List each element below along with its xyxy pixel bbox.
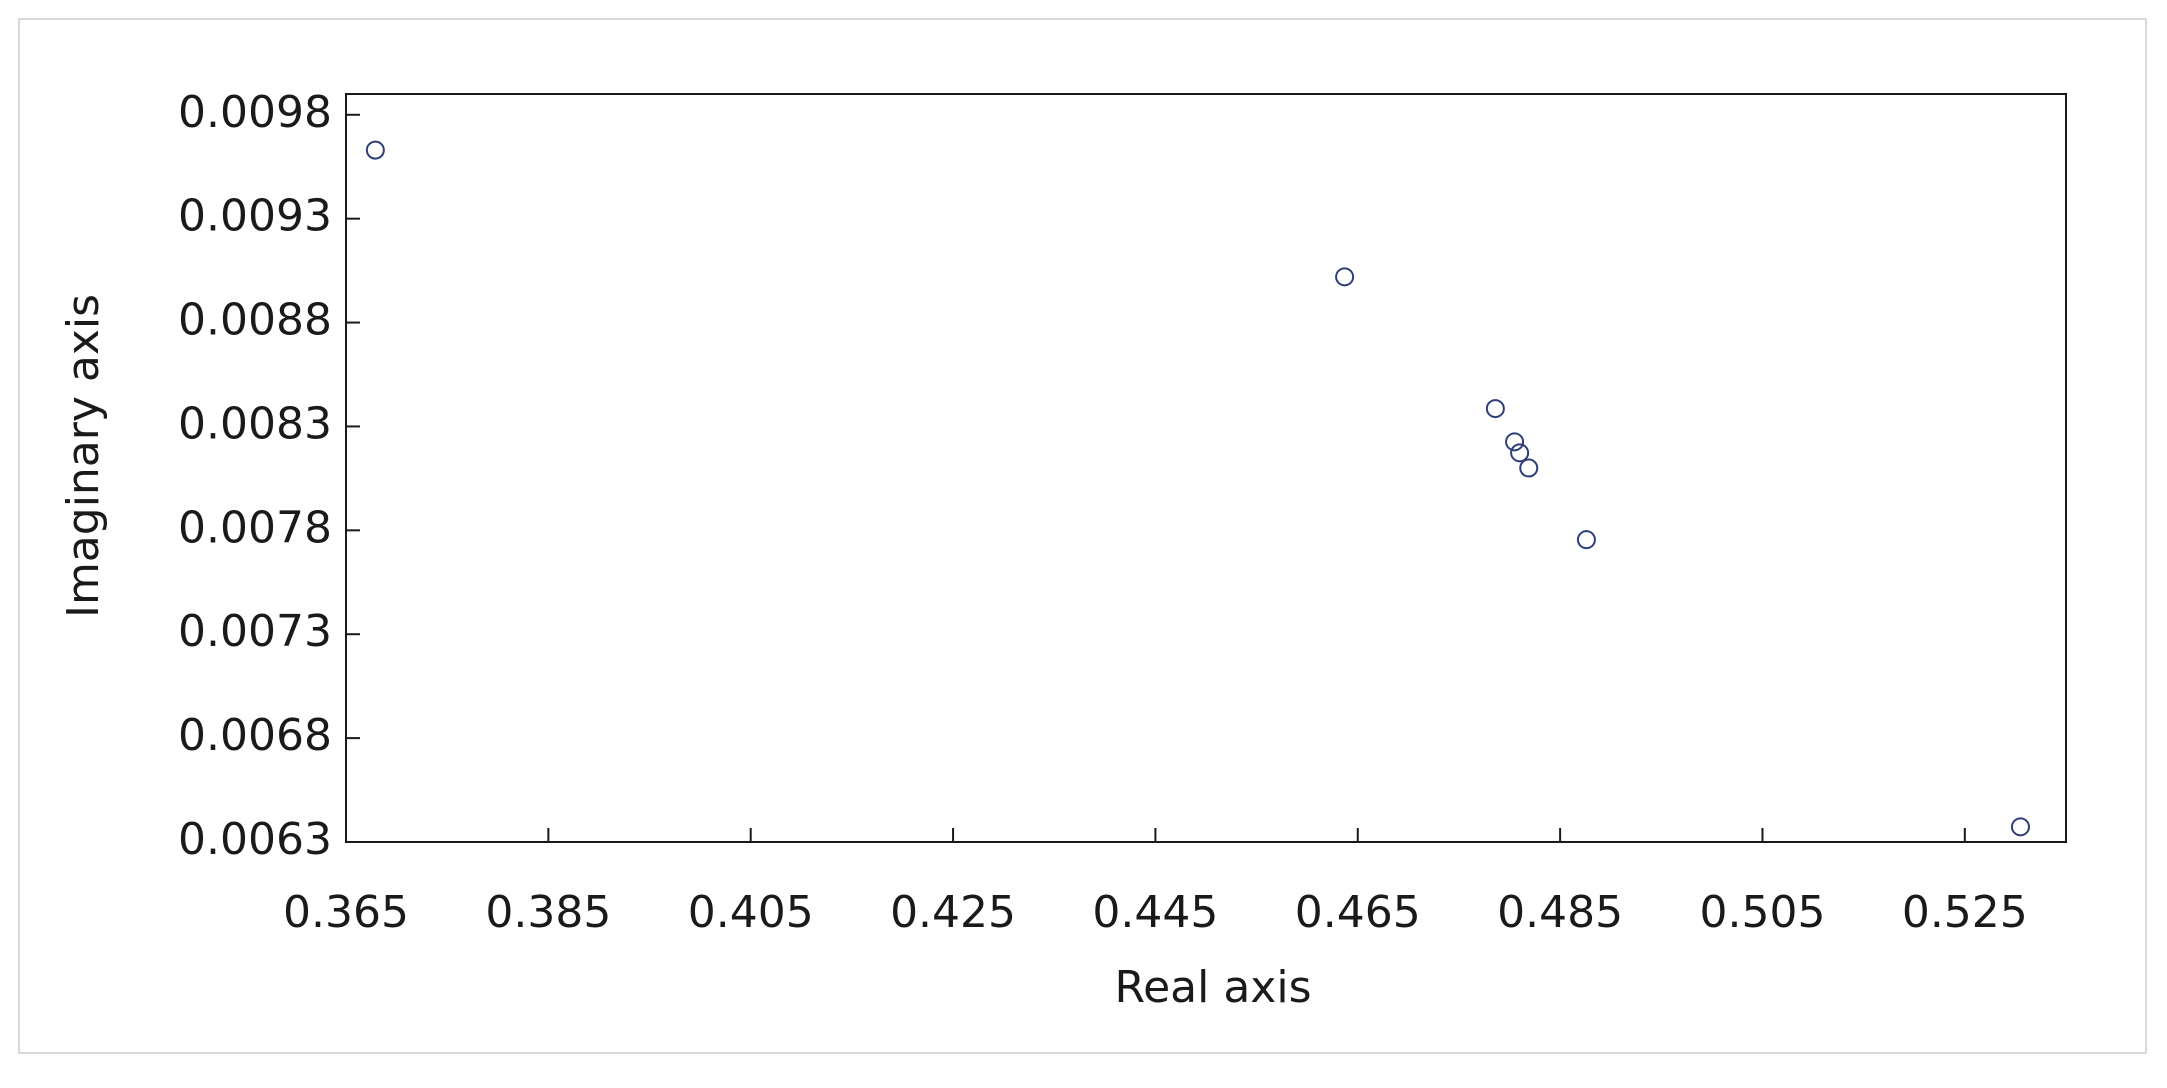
y-tick-label: 0.0063: [178, 814, 332, 865]
point: [1485, 399, 1505, 419]
x-tick-label: 0.425: [890, 887, 1016, 938]
x-tick-label: 0.525: [1902, 887, 2028, 938]
y-tick-label: 0.0098: [178, 87, 332, 138]
y-tick-label: 0.0068: [178, 710, 332, 761]
y-tick-label: 0.0078: [178, 502, 332, 553]
x-tick-label: 0.445: [1092, 887, 1218, 938]
point: [1505, 432, 1525, 452]
x-tick-label: 0.385: [485, 887, 611, 938]
x-tick-label: 0.365: [283, 887, 409, 938]
y-tick-label: 0.0093: [178, 191, 332, 242]
x-tick-label: 0.405: [688, 887, 814, 938]
x-tick-label: 0.465: [1295, 887, 1421, 938]
point: [1510, 443, 1530, 463]
chart-frame: [18, 18, 2147, 1054]
x-axis-title: Real axis: [1115, 962, 1312, 1013]
point: [1335, 267, 1355, 287]
y-tick-label: 0.0088: [178, 295, 332, 346]
y-axis-title: Imaginary axis: [58, 294, 109, 618]
point: [2010, 817, 2030, 837]
point: [365, 140, 385, 160]
x-tick-label: 0.485: [1497, 887, 1623, 938]
y-tick-label: 0.0073: [178, 606, 332, 657]
y-tick-label: 0.0083: [178, 398, 332, 449]
point: [1519, 458, 1539, 478]
point: [1576, 530, 1596, 550]
plot-area: [345, 93, 2067, 843]
x-tick-label: 0.505: [1699, 887, 1825, 938]
